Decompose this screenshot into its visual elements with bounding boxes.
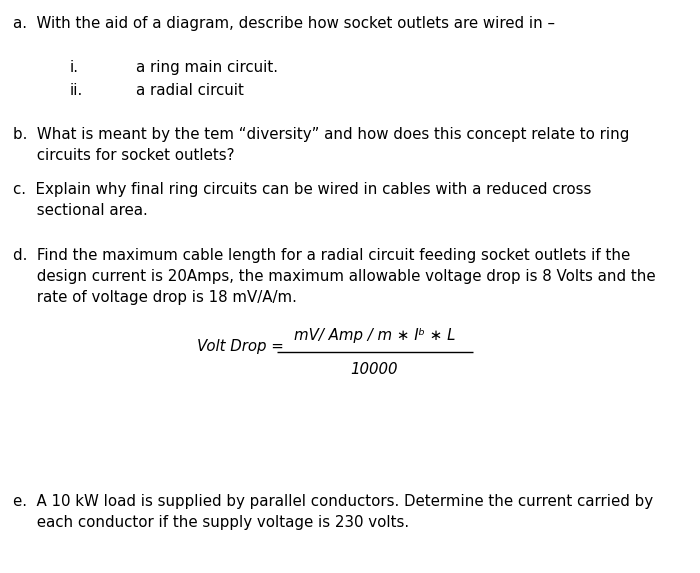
Text: a radial circuit: a radial circuit: [136, 83, 244, 98]
Text: e.  A 10 kW load is supplied by parallel conductors. Determine the current carri: e. A 10 kW load is supplied by parallel …: [13, 494, 652, 530]
Text: mV/ Amp / m ∗ Iᵇ ∗ L: mV/ Amp / m ∗ Iᵇ ∗ L: [294, 328, 455, 343]
Text: a ring main circuit.: a ring main circuit.: [136, 60, 279, 75]
Text: ii.: ii.: [70, 83, 83, 98]
Text: c.  Explain why final ring circuits can be wired in cables with a reduced cross
: c. Explain why final ring circuits can b…: [13, 182, 591, 218]
Text: a.  With the aid of a diagram, describe how socket outlets are wired in –: a. With the aid of a diagram, describe h…: [13, 16, 554, 31]
Text: d.  Find the maximum cable length for a radial circuit feeding socket outlets if: d. Find the maximum cable length for a r…: [13, 248, 655, 304]
Text: b.  What is meant by the tem “diversity” and how does this concept relate to rin: b. What is meant by the tem “diversity” …: [13, 127, 629, 163]
Text: 10000: 10000: [351, 362, 398, 377]
Text: i.: i.: [70, 60, 79, 75]
Text: Volt Drop =: Volt Drop =: [197, 339, 284, 354]
